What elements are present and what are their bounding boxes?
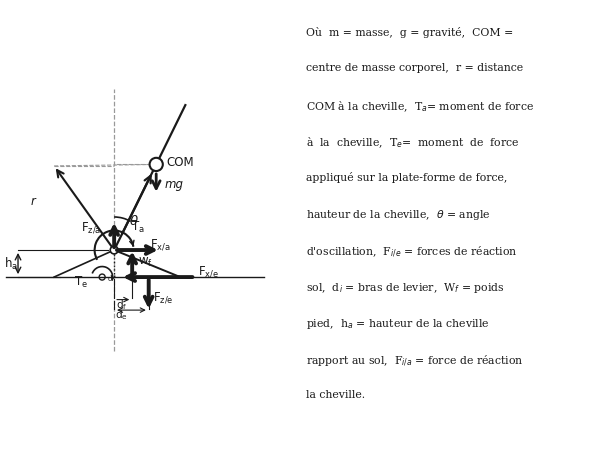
Text: d'oscillation,  F$_{i/e}$ = forces de réaction: d'oscillation, F$_{i/e}$ = forces de réa… <box>306 245 518 260</box>
Text: pied,  h$_a$ = hauteur de la cheville: pied, h$_a$ = hauteur de la cheville <box>306 317 489 331</box>
Text: $\mathregular{F_{x/a}}$: $\mathregular{F_{x/a}}$ <box>150 237 171 252</box>
Text: appliqué sur la plate-forme de force,: appliqué sur la plate-forme de force, <box>306 172 508 183</box>
Text: la cheville.: la cheville. <box>306 390 365 400</box>
Text: $\mathregular{F_{z/a}}$: $\mathregular{F_{z/a}}$ <box>81 220 102 235</box>
Text: $\mathregular{w_f}$: $\mathregular{w_f}$ <box>138 256 153 269</box>
Circle shape <box>150 158 163 171</box>
Text: centre de masse corporel,  r = distance: centre de masse corporel, r = distance <box>306 63 523 73</box>
Text: Où  m = masse,  g = gravité,  COM =: Où m = masse, g = gravité, COM = <box>306 27 514 38</box>
Text: $\mathregular{d_f}$: $\mathregular{d_f}$ <box>116 298 127 312</box>
Text: rapport au sol,  F$_{i/a}$ = force de réaction: rapport au sol, F$_{i/a}$ = force de réa… <box>306 354 524 369</box>
Text: hauteur de la cheville,  $\theta$ = angle: hauteur de la cheville, $\theta$ = angle <box>306 208 491 222</box>
Text: $\mathregular{F_{x/e}}$: $\mathregular{F_{x/e}}$ <box>198 264 220 279</box>
Text: COM: COM <box>167 156 194 169</box>
Text: sol,  d$_i$ = bras de levier,  W$_f$ = poids: sol, d$_i$ = bras de levier, W$_f$ = poi… <box>306 281 505 295</box>
Text: $\theta$: $\theta$ <box>129 214 138 229</box>
Text: $\mathregular{F_{z/e}}$: $\mathregular{F_{z/e}}$ <box>153 291 174 306</box>
Text: r: r <box>31 195 35 208</box>
Text: COM à la cheville,  T$_a$= moment de force: COM à la cheville, T$_a$= moment de forc… <box>306 100 534 114</box>
Circle shape <box>110 246 118 254</box>
Text: $\mathregular{d_e}$: $\mathregular{d_e}$ <box>115 308 128 322</box>
Text: $\mathregular{T_e}$: $\mathregular{T_e}$ <box>74 275 88 290</box>
Text: $\mathregular{T_a}$: $\mathregular{T_a}$ <box>131 220 144 235</box>
Text: o: o <box>108 276 112 282</box>
Text: mg: mg <box>164 178 184 191</box>
Text: à  la  cheville,  T$_e$=  moment  de  force: à la cheville, T$_e$= moment de force <box>306 136 519 150</box>
Text: $\mathregular{h_a}$: $\mathregular{h_a}$ <box>4 255 18 272</box>
